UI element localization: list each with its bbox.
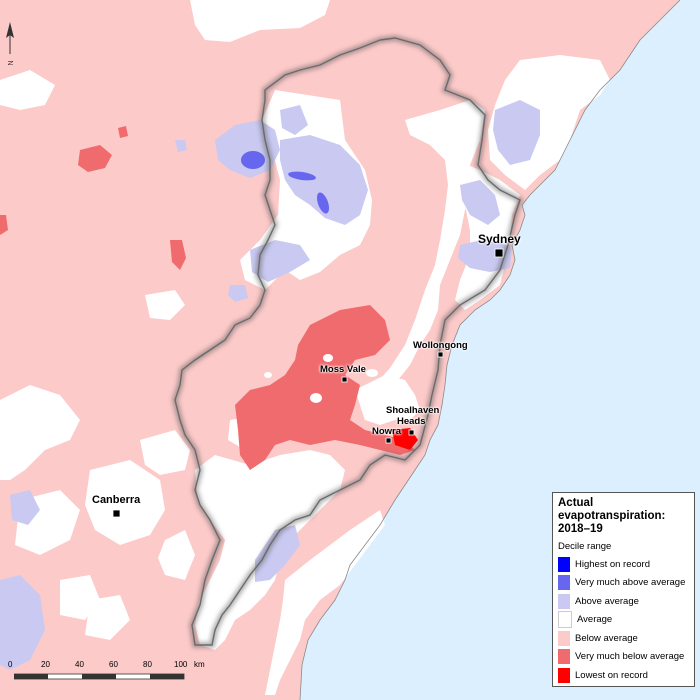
legend-title-line2: evapotranspiration: [558,510,666,522]
scale-label-80: 80 [143,660,152,669]
legend-label-highest: Highest on record [575,558,650,570]
legend-swatch-very-much-above [558,575,570,591]
label-canberra: Canberra [92,494,141,506]
legend-title: Actual evapotranspiration: 2018–19 [558,497,689,536]
label-wollongong: Wollongong [413,340,468,351]
legend-item-average: Average [558,611,689,630]
sydney-marker [494,248,504,258]
north-arrow: N [4,22,16,75]
legend-item-below: Below average [558,629,689,648]
scale-label-60: 60 [109,660,118,669]
legend-swatch-lowest [558,667,570,683]
legend-swatch-average [558,611,572,629]
very-much-above-regions [241,151,330,214]
label-shoalhaven: Shoalhaven [386,405,440,416]
legend-item-very-much-below: Very much below average [558,648,689,667]
legend-subtitle: Decile range [558,541,612,552]
legend-label-below: Below average [575,632,638,644]
north-label: N [8,60,15,65]
label-moss-vale: Moss Vale [320,364,366,375]
scale-label-100: 100 [174,660,188,669]
legend-swatch-very-much-below [558,649,570,665]
legend-label-above: Above average [575,595,639,607]
average-islands [264,354,378,403]
legend-title-line3: 2018–19 [558,523,603,535]
scale-label-0: 0 [8,660,13,669]
label-heads: Heads [397,416,426,427]
legend-title-line1: Actual [558,497,594,509]
shoalhaven-heads-marker [408,429,415,436]
city-markers [112,248,504,518]
scale-label-40: 40 [75,660,84,669]
north-arrow-icon [6,22,14,38]
coastline [299,0,681,700]
scale-graphic [14,673,185,680]
wollongong-marker [437,351,444,358]
moss-vale-marker [341,376,348,383]
legend-item-very-much-above: Very much above average [558,574,689,593]
legend-label-very-much-below: Very much below average [575,651,685,663]
legend-item-lowest: Lowest on record [558,666,689,685]
label-nowra: Nowra [372,426,402,437]
very-much-below-regions [0,126,415,470]
legend-swatch-above [558,593,570,609]
canberra-marker [112,509,121,518]
scale-bar: 0 20 40 60 80 100 km [8,660,210,690]
legend: Actual evapotranspiration: 2018–19 Decil… [552,492,695,687]
legend-label-lowest: Lowest on record [575,669,648,681]
scale-unit: km [194,660,205,669]
legend-items: Highest on record Very much above averag… [558,555,689,685]
legend-swatch-below [558,630,570,646]
legend-label-average: Average [577,614,613,626]
scale-label-20: 20 [41,660,50,669]
legend-swatch-highest [558,556,570,572]
label-sydney: Sydney [478,232,521,246]
legend-item-above: Above average [558,592,689,611]
legend-label-very-much-above: Very much above average [575,577,686,589]
nowra-marker [385,437,392,444]
catchment-boundary [174,37,521,646]
legend-item-highest: Highest on record [558,555,689,574]
